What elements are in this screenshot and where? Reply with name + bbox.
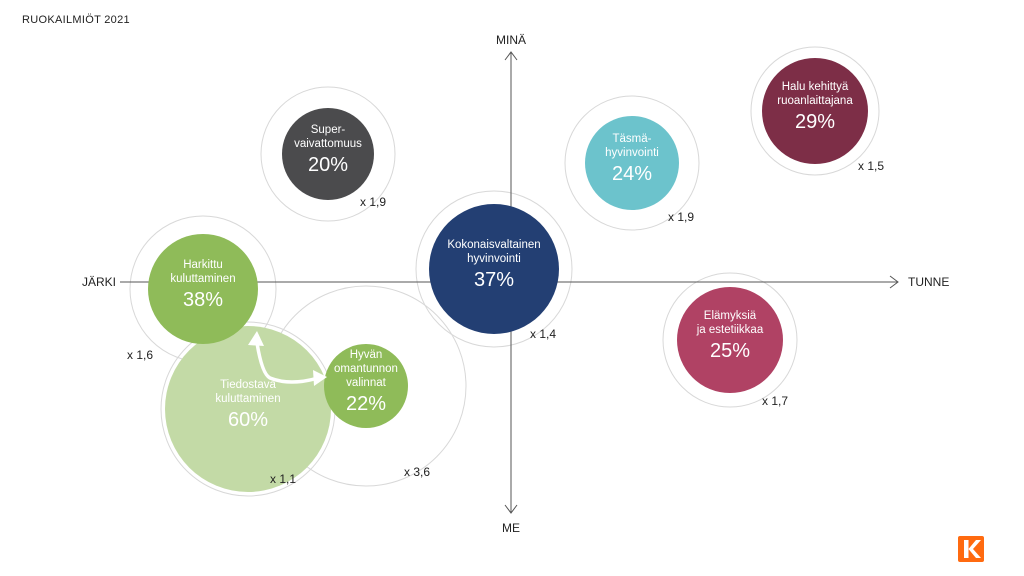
bubble-value-harkittu: 38% (183, 289, 223, 311)
bubble-circle-hyvan (324, 344, 408, 428)
bubble-hyvan: Hyvän omantunnon valinnat 22% (324, 344, 408, 428)
k-logo-icon (958, 536, 984, 562)
multiplier-elamyksia: x 1,7 (762, 394, 788, 408)
bubble-label-halu: Halu kehittyä (782, 81, 849, 93)
bubble-value-hyvan: 22% (346, 393, 386, 415)
axis-label-left: JÄRKI (82, 275, 116, 289)
bubble-label-tasma: hyvinvointi (605, 147, 659, 159)
bubble-circle-kokonais (429, 204, 559, 334)
multiplier-hyvan: x 3,6 (404, 465, 430, 479)
arrowhead-up-icon (248, 331, 264, 346)
bubble-halu: Halu kehittyä ruoanlaittajana 29% (762, 58, 868, 164)
bubble-circle-super (282, 108, 374, 200)
bubble-label-hyvan: omantunnon (334, 363, 398, 375)
ring-tasma (564, 95, 700, 231)
multiplier-harkittu: x 1,6 (127, 348, 153, 362)
bubble-label-tiedostava: Tiedostava (220, 379, 276, 391)
ring-super (260, 86, 396, 222)
ring-kokonais (415, 190, 573, 348)
multiplier-tiedostava: x 1,1 (270, 472, 296, 486)
bubble-label-elamyksia: Elämyksiä (704, 310, 757, 322)
bubble-value-kokonais: 37% (474, 269, 514, 291)
ring-elamyksia (662, 272, 798, 408)
bubble-label-tiedostava: kuluttaminen (215, 393, 280, 405)
bubble-label-harkittu: kuluttaminen (170, 273, 235, 285)
bubble-label-elamyksia: ja estetiikkaa (696, 324, 764, 336)
bubble-label-super: Super- (311, 124, 346, 136)
bubble-label-kokonais: hyvinvointi (467, 253, 521, 265)
page-title: RUOKAILMIÖT 2021 (22, 14, 130, 26)
axis-label-top: MINÄ (496, 33, 526, 47)
bubble-label-kokonais: Kokonaisvaltainen (447, 239, 540, 251)
bubble-label-hyvan: Hyvän (350, 349, 383, 361)
bubble-circle-elamyksia (677, 287, 783, 393)
bubble-value-elamyksia: 25% (710, 340, 750, 362)
bubble-tiedostava: Tiedostava kuluttaminen 60% (165, 326, 331, 492)
curved-double-arrow-icon (255, 341, 320, 384)
bubble-label-super: vaivattomuus (294, 138, 362, 150)
bubble-value-tasma: 24% (612, 163, 652, 185)
bubble-circle-tasma (585, 116, 679, 210)
bubble-harkittu: Harkittu kuluttaminen 38% (148, 234, 258, 344)
axis-label-bottom: ME (502, 521, 520, 535)
bubble-elamyksia: Elämyksiä ja estetiikkaa 25% (677, 287, 783, 393)
top-arrowhead-icon (504, 51, 518, 61)
bubble-label-harkittu: Harkittu (183, 259, 223, 271)
bubble-circle-tiedostava (165, 326, 331, 492)
bubble-circle-halu (762, 58, 868, 164)
bubble-value-super: 20% (308, 154, 348, 176)
bubble-circle-harkittu (148, 234, 258, 344)
bubble-tasma: Täsmä-hyvinvointi 24% (585, 116, 679, 210)
multiplier-super: x 1,9 (360, 195, 386, 209)
bubble-label-hyvan: valinnat (346, 377, 386, 389)
bubble-super: Super-vaivattomuus 20% (282, 108, 374, 200)
right-arrowhead-icon (889, 275, 899, 289)
bubble-value-tiedostava: 60% (228, 409, 268, 431)
multiplier-tasma: x 1,9 (668, 210, 694, 224)
bubble-label-halu: ruoanlaittajana (777, 95, 853, 107)
axis-label-right: TUNNE (908, 275, 949, 289)
arrowhead-right-icon (313, 370, 327, 386)
bubble-kokonais: Kokonaisvaltainen hyvinvointi 37% (429, 204, 559, 334)
ring-halu (750, 46, 880, 176)
multiplier-kokonais: x 1,4 (530, 327, 556, 341)
multiplier-halu: x 1,5 (858, 159, 884, 173)
bottom-arrowhead-icon (504, 504, 518, 514)
bubble-value-halu: 29% (795, 111, 835, 133)
bubble-label-tasma: Täsmä- (613, 133, 652, 145)
